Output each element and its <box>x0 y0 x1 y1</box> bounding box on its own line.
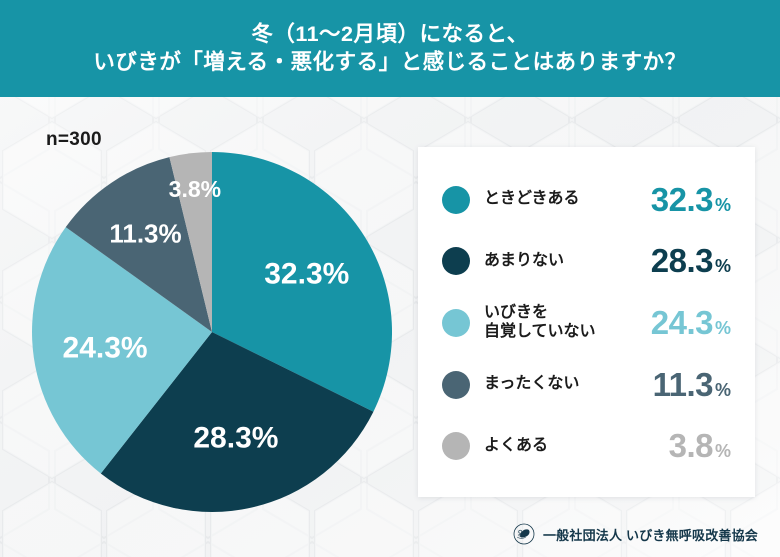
pie-slice-label: 28.3% <box>193 422 278 455</box>
legend-value: 11.3% <box>613 366 731 404</box>
legend-label: ときどきある <box>484 190 580 208</box>
pie-slice <box>212 152 392 412</box>
legend-percent-symbol: % <box>714 256 731 277</box>
legend-color-dot <box>442 185 470 214</box>
legend-percent-symbol: % <box>714 194 731 215</box>
footer-brand-name: 一般社団法人 いびき無呼吸改善協会 <box>542 527 758 543</box>
legend-color-dot <box>442 370 470 399</box>
sleeping-face-circle-logo-icon <box>513 523 535 545</box>
legend-percent-symbol: % <box>714 441 731 462</box>
pie-slice <box>169 152 212 332</box>
legend-label: いびきを 自覚していない <box>484 304 596 340</box>
pie-slice-label: 24.3% <box>63 331 148 364</box>
legend-value-number: 28.3 <box>650 242 714 280</box>
pie-chart-svg: 32.3% 28.3% 24.3% 11.3% 3.8% <box>32 152 392 512</box>
legend-row: ときどきある 32.3% <box>442 174 731 226</box>
legend-value-number: 24.3 <box>650 303 714 341</box>
sample-size-label: n=300 <box>46 129 102 150</box>
pie-label-group: 32.3% 28.3% 24.3% 11.3% 3.8% <box>63 176 350 455</box>
legend-row: いびきを 自覚していない 24.3% <box>442 297 731 349</box>
pie-slice <box>65 157 212 332</box>
legend-percent-symbol: % <box>714 317 731 338</box>
legend-value: 24.3% <box>613 304 731 342</box>
pie-slice-label: 11.3% <box>109 218 181 248</box>
legend-value: 28.3% <box>613 242 731 280</box>
pie-slice <box>100 332 374 512</box>
pie-chart: 32.3% 28.3% 24.3% 11.3% 3.8% <box>32 152 392 512</box>
legend-label: よくある <box>484 436 549 454</box>
pie-slice-label: 3.8% <box>169 176 221 202</box>
legend-row: あまりない 28.3% <box>442 235 731 287</box>
legend-card: ときどきある 32.3% あまりない 28.3% いびきを 自覚していない 24.3% まっ… <box>418 147 755 497</box>
legend-label: あまりない <box>484 251 565 269</box>
legend-color-dot <box>442 247 470 276</box>
legend-value-number: 32.3 <box>650 180 714 218</box>
header-title-line-2: いびきが「増える・悪化する」と感じることはありますか？ <box>93 49 687 74</box>
header-banner: 冬（11〜2月頃）になると、 いびきが「増える・悪化する」と感じることはあります… <box>0 0 780 97</box>
pie-slice-label: 32.3% <box>264 257 349 290</box>
legend-color-dot <box>442 308 470 337</box>
legend-label: まったくない <box>484 375 580 393</box>
legend-row: よくある 3.8% <box>442 420 731 472</box>
legend-value: 3.8% <box>613 427 731 465</box>
legend-percent-symbol: % <box>714 379 731 400</box>
legend-value-number: 11.3 <box>652 365 714 403</box>
legend-row: まったくない 11.3% <box>442 359 731 411</box>
pie-slice <box>32 227 212 474</box>
legend-value: 32.3% <box>613 181 731 219</box>
pie-slice-group <box>32 152 392 512</box>
legend-value-number: 3.8 <box>668 427 714 465</box>
header-title-line-1: 冬（11〜2月頃）になると、 <box>251 21 529 46</box>
footer-brand: 一般社団法人 いびき無呼吸改善協会 <box>513 523 758 545</box>
legend-color-dot <box>442 432 470 461</box>
